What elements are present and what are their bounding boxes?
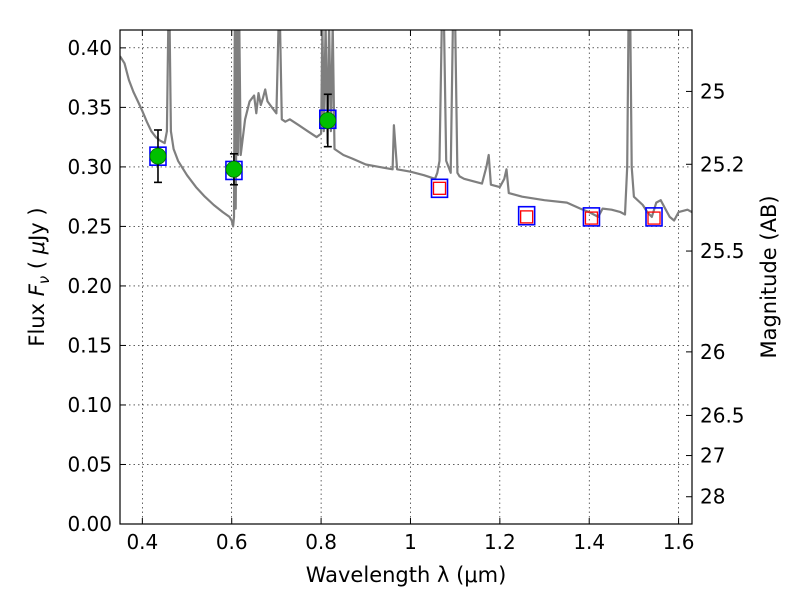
y-tick-label-7: 0.35: [67, 95, 112, 119]
y-tick-label-5: 0.25: [67, 214, 112, 238]
y2-tick-label-1: 25.2: [700, 152, 745, 176]
model-flux-marker-5: [582, 207, 601, 227]
y-label-mu: μ: [25, 241, 49, 255]
x-tick-label-0: 0.4: [126, 530, 158, 554]
sed-model-line: [120, 30, 692, 228]
model-flux-marker-4: [517, 205, 536, 226]
model-flux-marker-6: [645, 207, 663, 227]
x-tick-label-4: 1.2: [484, 530, 516, 554]
y-tick-label-4: 0.20: [67, 274, 112, 298]
grid: [120, 30, 692, 525]
model-flux-marker-3: [430, 178, 449, 199]
y2-tick-label-3: 26: [700, 340, 725, 364]
x-tick-label-2: 0.8: [305, 530, 337, 554]
y-tick-label-1: 0.05: [67, 452, 112, 476]
y2-tick-label-5: 27: [700, 444, 725, 468]
detection-marker-0: [149, 147, 167, 165]
upper-limit-marker-2: [584, 211, 599, 225]
y-axis-label: Flux Fν ( μJy ): [25, 207, 53, 346]
y-label-paren: (: [25, 254, 49, 276]
y-tick-label-8: 0.40: [67, 36, 112, 60]
upper-limit-marker-1: [520, 210, 534, 224]
upper-limit-marker-3: [647, 211, 661, 225]
plot-frame: [119, 29, 693, 525]
y2-tick-label-0: 25: [700, 79, 725, 103]
y-tick-label-6: 0.30: [67, 155, 112, 179]
detection-marker-2: [319, 112, 337, 129]
y-label-text: Flux: [25, 296, 49, 346]
ticks: 0.4 0.6 0.8 1 1.2 1.4 1.6 0.00 0.05 0.10 0.15 0.20 0…: [67, 30, 745, 554]
y-label-subscript: ν: [35, 276, 53, 284]
y2-tick-label-2: 25.5: [700, 239, 745, 263]
y-label-unit: Jy ): [25, 207, 49, 243]
detection-marker-1: [225, 160, 243, 178]
x-tick-label-3: 1: [404, 530, 417, 554]
y-tick-label-0: 0.00: [67, 512, 112, 536]
y-tick-label-3: 0.15: [67, 333, 112, 357]
y2-tick-label-6: 28: [700, 485, 725, 509]
data-series: [120, 30, 692, 228]
x-axis-label: Wavelength λ (μm): [306, 563, 507, 587]
y2-axis-label: Magnitude (AB): [757, 195, 781, 358]
y2-tick-label-4: 26.5: [700, 403, 745, 427]
x-tick-label-1: 0.6: [216, 530, 248, 554]
y-tick-label-2: 0.10: [67, 393, 112, 417]
upper-limit-marker-0: [432, 181, 447, 195]
x-tick-label-6: 1.6: [663, 530, 695, 554]
y-label-symbol: F: [25, 283, 49, 296]
x-tick-label-5: 1.4: [573, 530, 605, 554]
